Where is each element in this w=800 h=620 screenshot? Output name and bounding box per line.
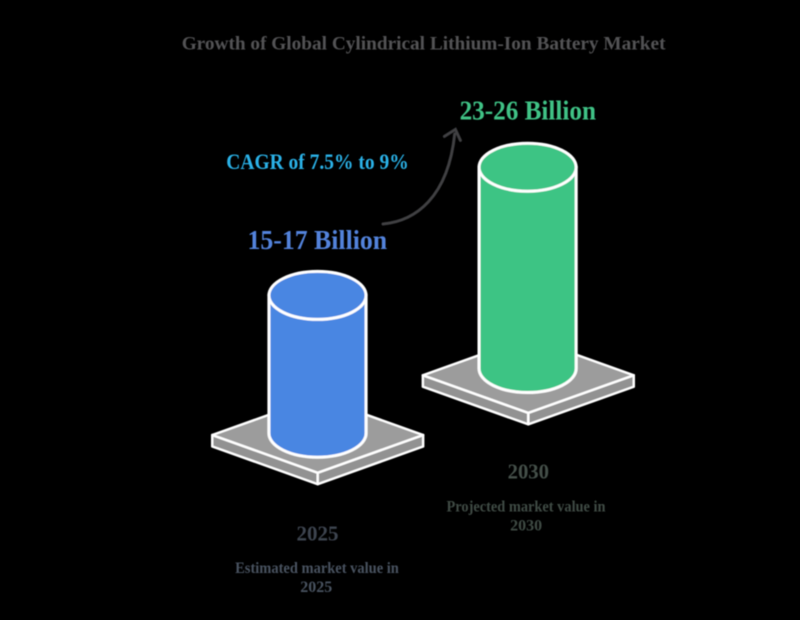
svg-text:2030: 2030 bbox=[510, 518, 542, 535]
svg-text:15-17 Billion: 15-17 Billion bbox=[247, 224, 387, 255]
svg-text:Projected market value in: Projected market value in bbox=[446, 498, 606, 516]
svg-text:2025: 2025 bbox=[297, 522, 339, 546]
svg-text:Estimated market value in: Estimated market value in bbox=[235, 559, 399, 577]
svg-text:2030: 2030 bbox=[508, 462, 549, 484]
svg-text:CAGR of 7.5% to 9%: CAGR of 7.5% to 9% bbox=[226, 149, 408, 175]
svg-text:23-26 Billion: 23-26 Billion bbox=[460, 96, 597, 126]
svg-text:2025: 2025 bbox=[300, 579, 332, 596]
svg-text:Growth of Global Cylindrical L: Growth of Global Cylindrical Lithium-Ion… bbox=[182, 34, 666, 55]
